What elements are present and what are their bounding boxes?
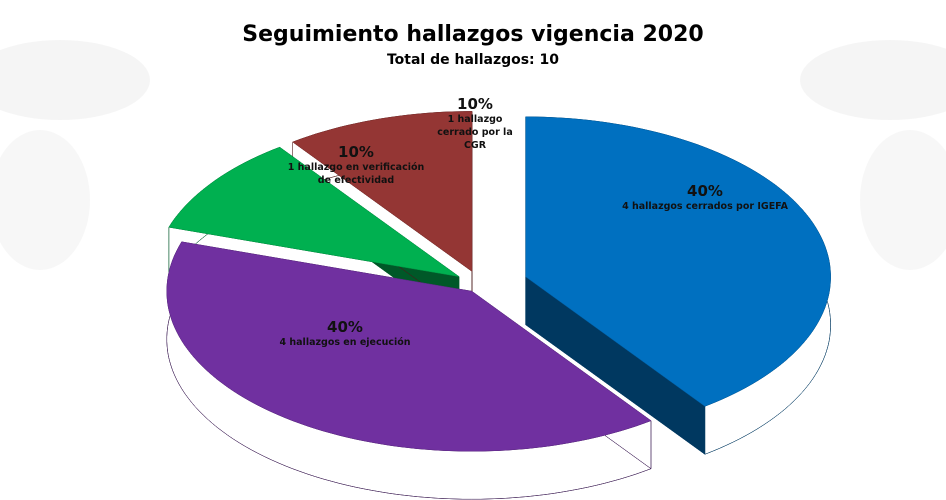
slice-label: 40% 4 hallazgos cerrados por IGEFA	[605, 182, 805, 213]
value-label: 40%	[327, 318, 363, 336]
value-label: 10%	[457, 95, 493, 113]
category-label: 1 hallazgo cerrado por la CGR	[437, 114, 513, 151]
chart-subtitle: Total de hallazgos: 10	[386, 52, 560, 68]
value-label: 10%	[338, 143, 374, 161]
category-label: 4 hallazgos cerrados por IGEFA	[622, 201, 788, 212]
category-label: 4 hallazgos en ejecución	[279, 337, 411, 348]
slice-label: 10% 1 hallazgo en verificación de efectiv…	[286, 143, 426, 187]
slice	[292, 111, 473, 272]
slice	[168, 146, 460, 277]
slice-tops	[166, 111, 831, 452]
value-label: 40%	[687, 182, 723, 200]
slice-label: 40% 4 hallazgos en ejecución	[265, 318, 425, 349]
slice-label: 10% 1 hallazgo cerrado por la CGR	[435, 95, 515, 152]
chart-title: Seguimiento hallazgos vigencia 2020	[242, 22, 704, 47]
slice	[166, 241, 652, 452]
category-label: 1 hallazgo en verificación de efectivida…	[287, 162, 425, 186]
slice	[525, 116, 831, 407]
background-decoration	[0, 40, 946, 270]
